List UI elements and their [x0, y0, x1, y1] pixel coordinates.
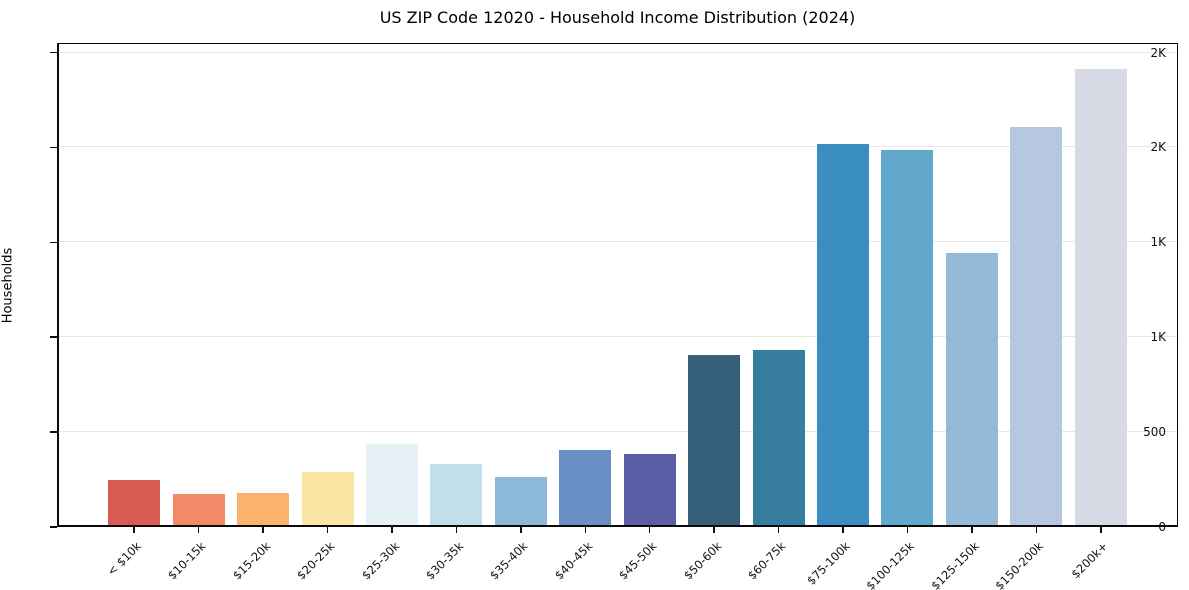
x-tick-label: $100-125k	[863, 539, 918, 590]
y-tick-mark	[50, 51, 57, 54]
y-tick-mark	[50, 526, 57, 528]
x-tick-mark	[842, 527, 844, 533]
y-axis-label: Households	[0, 247, 16, 324]
x-tick-mark	[584, 527, 587, 533]
y-tick-label: 1K	[1150, 235, 1166, 250]
bar-10k	[108, 479, 161, 527]
bar-20-25k	[301, 471, 354, 527]
y-tick-mark	[50, 241, 57, 244]
bar-150-200k	[1010, 127, 1063, 527]
x-tick-label: $15-20k	[229, 539, 273, 583]
bar-75-100k	[817, 143, 870, 527]
x-tick-mark	[197, 527, 200, 533]
y-tick-mark	[50, 431, 57, 433]
y-tick-label: 500	[1143, 425, 1166, 440]
gridline	[57, 336, 1178, 338]
x-tick-mark	[971, 527, 973, 533]
bar-10-15k	[172, 494, 225, 527]
x-tick-mark	[520, 527, 522, 533]
y-tick-mark	[50, 146, 57, 149]
bar-25-30k	[365, 444, 418, 527]
x-tick-mark	[326, 527, 329, 533]
x-tick-mark	[906, 527, 909, 533]
x-tick-label: $10-15k	[165, 539, 209, 583]
x-tick-label: $75-100k	[804, 539, 853, 588]
x-tick-label: $40-45k	[551, 539, 596, 583]
x-tick-label: $150-200k	[992, 539, 1047, 590]
x-tick-mark	[1100, 527, 1102, 533]
chart-title: US ZIP Code 12020 - Household Income Dis…	[379, 8, 856, 27]
bar-40-45k	[559, 449, 612, 527]
x-tick-mark	[133, 527, 135, 533]
bar-60-75k	[752, 349, 805, 527]
gridline	[57, 431, 1178, 433]
bar-35-40k	[494, 477, 547, 527]
x-tick-mark	[1035, 527, 1038, 533]
bar-45-50k	[623, 453, 676, 527]
x-tick-label: $125-150k	[928, 539, 982, 590]
plot-area: 0 500 1K 1K 2K 2K < $10k $10-15k $15-20k $20-25k $…	[50, 43, 1178, 590]
x-tick-label: $45-50k	[616, 539, 660, 583]
gridline	[57, 241, 1178, 243]
x-tick-label: $35-40k	[487, 539, 531, 583]
x-tick-label: < $10k	[104, 539, 145, 579]
y-tick-label: 2K	[1150, 45, 1166, 60]
gridline	[57, 146, 1178, 148]
x-tick-label: $30-35k	[422, 539, 467, 583]
x-tick-mark	[262, 527, 264, 533]
bar-50-60k	[688, 354, 741, 527]
bar-125-150k	[945, 253, 998, 527]
x-tick-mark	[777, 527, 780, 533]
x-tick-label: $25-30k	[358, 539, 402, 583]
gridline	[57, 51, 1178, 53]
x-tick-mark	[713, 527, 715, 533]
bar-15-20k	[237, 493, 290, 527]
bar-100-125k	[881, 150, 934, 527]
y-tick-label: 0	[1158, 520, 1166, 534]
x-tick-mark	[648, 527, 651, 533]
x-tick-label: $60-75k	[745, 539, 789, 583]
y-tick-label: 2K	[1150, 140, 1166, 155]
x-tick-label: $200k+	[1068, 539, 1111, 582]
bar-200k	[1074, 69, 1127, 527]
x-tick-mark	[391, 527, 393, 533]
bar-30-35k	[430, 464, 483, 527]
x-tick-label: $20-25k	[294, 539, 338, 583]
x-tick-mark	[455, 527, 458, 533]
y-tick-mark	[50, 336, 57, 338]
x-tick-label: $50-60k	[680, 539, 725, 583]
y-tick-label: 1K	[1150, 330, 1166, 345]
